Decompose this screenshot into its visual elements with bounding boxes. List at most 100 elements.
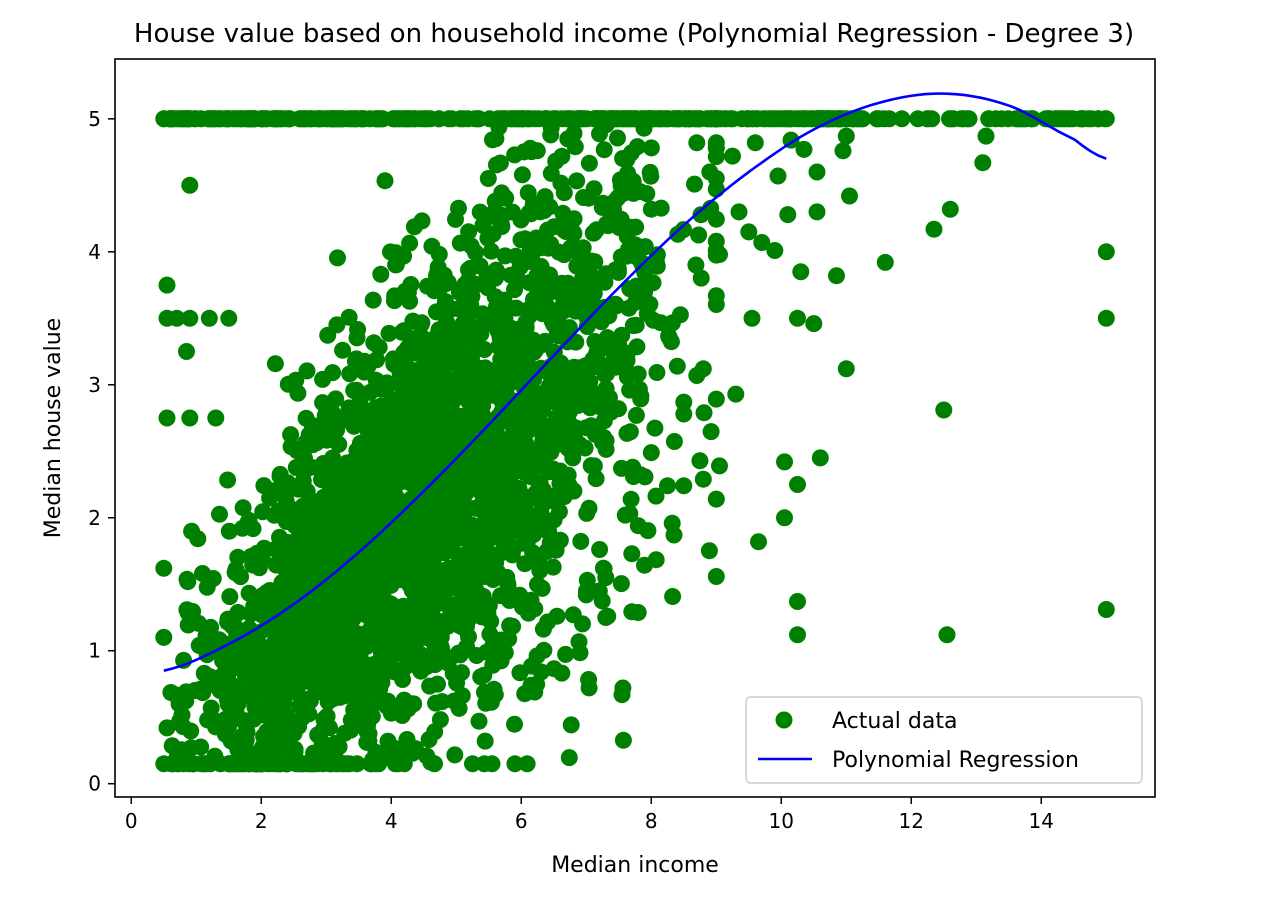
scatter-point (572, 532, 590, 550)
scatter-point (538, 386, 556, 404)
scatter-point (191, 680, 209, 698)
scatter-point (512, 341, 530, 359)
scatter-point (640, 110, 658, 128)
scatter-point (330, 738, 348, 756)
scatter-point (805, 315, 823, 333)
scatter-point (789, 309, 806, 327)
scatter-point (309, 517, 327, 535)
scatter-point (551, 531, 569, 549)
scatter-point (614, 731, 632, 749)
scatter-point (642, 444, 660, 462)
scatter-point (557, 645, 575, 663)
scatter-point (468, 466, 485, 484)
scatter-point (430, 245, 448, 263)
scatter-point (479, 170, 497, 187)
scatter-point (668, 357, 686, 375)
scatter-point (686, 175, 703, 193)
scatter-point (363, 427, 381, 445)
scatter-point (377, 408, 395, 426)
scatter-point (317, 565, 335, 583)
scatter-point (291, 697, 309, 715)
scatter-point (348, 755, 366, 773)
scatter-point (450, 300, 467, 318)
scatter-point (265, 506, 283, 524)
scatter-point (636, 283, 653, 301)
scatter-point (329, 249, 346, 267)
scatter-point (427, 303, 445, 321)
scatter-point (252, 675, 270, 693)
scatter-point (495, 378, 513, 396)
scatter-point (440, 559, 458, 577)
scatter-point (553, 147, 571, 165)
scatter-point (585, 269, 603, 287)
scatter-point (564, 606, 582, 624)
scatter-point (622, 218, 640, 236)
scatter-point (298, 362, 316, 380)
scatter-point (575, 189, 592, 206)
scatter-point (505, 408, 523, 426)
scatter-point (326, 110, 344, 128)
scatter-point (393, 616, 410, 634)
scatter-point (464, 755, 481, 773)
scatter-point (251, 655, 269, 673)
scatter-point (207, 409, 225, 427)
scatter-point (422, 753, 440, 771)
scatter-point (403, 543, 421, 561)
scatter-point (318, 497, 336, 515)
scatter-point (560, 749, 578, 767)
scatter-point (485, 204, 503, 222)
scatter-point (511, 586, 529, 604)
x-tick-label: 10 (769, 809, 794, 833)
scatter-point (178, 343, 195, 360)
scatter-point (219, 471, 237, 489)
scatter-point (578, 110, 596, 128)
scatter-point (487, 435, 505, 453)
scatter-point (598, 365, 616, 383)
scatter-point (868, 110, 886, 128)
scatter-point (324, 364, 342, 382)
scatter-point (711, 457, 728, 475)
scatter-point (520, 307, 538, 325)
scatter-point (553, 274, 571, 292)
scatter-point (266, 355, 284, 373)
scatter-point (385, 355, 403, 373)
scatter-point (808, 163, 826, 181)
scatter-point (458, 638, 476, 656)
scatter-point (559, 130, 577, 148)
scatter-point (155, 628, 173, 646)
scatter-point (323, 547, 340, 565)
scatter-point (225, 706, 243, 724)
chart-title: House value based on household income (P… (134, 19, 1134, 49)
scatter-point (544, 460, 562, 478)
scatter-point (423, 606, 441, 624)
scatter-point (504, 320, 522, 338)
scatter-point (607, 295, 625, 313)
scatter-point (701, 163, 719, 181)
scatter-point (711, 246, 728, 263)
scatter-point (348, 381, 366, 399)
scatter-point (475, 385, 492, 403)
legend-label-polynomial-regression: Polynomial Regression (832, 748, 1079, 773)
scatter-point (559, 466, 577, 484)
scatter-point (591, 125, 608, 143)
scatter-point (530, 550, 548, 568)
scatter-point (273, 477, 291, 495)
scatter-point (453, 421, 471, 439)
scatter-point (337, 644, 355, 662)
scatter-point (211, 505, 228, 523)
scatter-point (429, 675, 446, 693)
scatter-point (465, 336, 483, 354)
scatter-point (328, 316, 346, 334)
scatter-point (1071, 110, 1089, 128)
y-tick-label: 0 (88, 772, 101, 796)
scatter-point (552, 354, 570, 372)
scatter-point (834, 142, 852, 160)
scatter-point (776, 509, 793, 527)
scatter-point (233, 110, 251, 128)
scatter-point (555, 408, 573, 426)
scatter-point (394, 671, 412, 688)
x-tick-label: 4 (385, 809, 398, 833)
scatter-point (455, 381, 472, 399)
scatter-point (622, 490, 640, 508)
x-tick-label: 12 (899, 809, 924, 833)
